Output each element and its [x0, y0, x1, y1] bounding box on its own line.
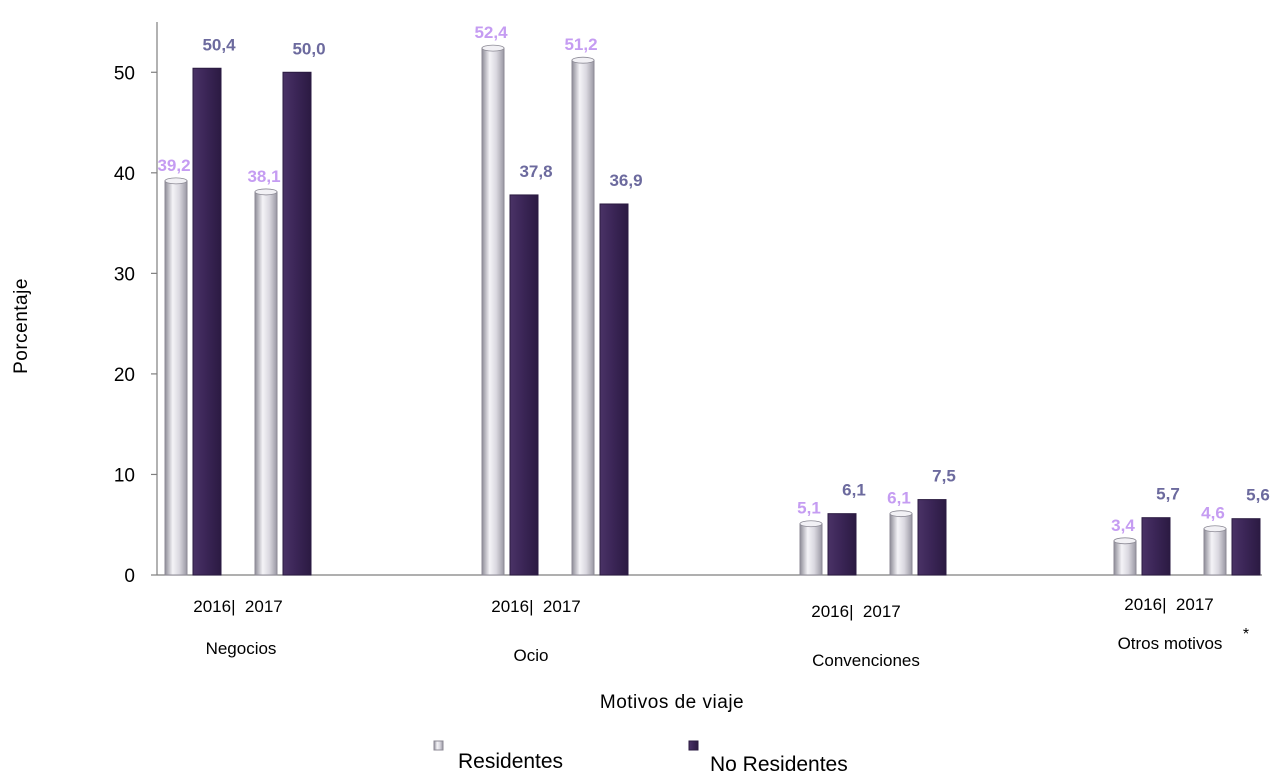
- x-axis-title: Motivos de viaje: [600, 692, 744, 713]
- bar-no-residentes: [282, 71, 312, 576]
- y-tick-label: 10: [114, 465, 135, 486]
- bar-no-residentes: [599, 203, 629, 576]
- data-label-residentes: 4,6: [1201, 504, 1225, 523]
- y-tick-label: 40: [114, 164, 135, 185]
- category-label: Otros motivos: [1118, 634, 1223, 653]
- y-tick-label: 20: [114, 365, 135, 386]
- y-tick-label: 0: [124, 566, 135, 587]
- axes: 0 10 20 30 40 50: [114, 22, 1262, 587]
- bar-no-residentes: [1141, 517, 1171, 576]
- data-labels: 39,2 50,4 38,1 50,0 52,4 37,8 51,2 36,9 5,1 6,1 6,…: [157, 23, 1269, 535]
- legend-swatch-no-residentes: [688, 740, 699, 751]
- year-tick-label: 2016| 2017: [193, 597, 283, 616]
- data-label-no-residentes: 6,1: [842, 481, 866, 500]
- data-label-residentes: 6,1: [887, 489, 911, 508]
- data-label-no-residentes: 7,5: [932, 467, 956, 486]
- bar-residentes-cap: [889, 510, 913, 518]
- year-tick-label: 2016| 2017: [1124, 595, 1214, 614]
- bar-no-residentes: [827, 513, 857, 576]
- legend-item-residentes[interactable]: Residentes: [433, 740, 563, 773]
- y-tick-label: 50: [114, 63, 135, 84]
- data-label-no-residentes: 37,8: [519, 162, 552, 181]
- y-tick-label: 30: [114, 264, 135, 285]
- category-label: Negocios: [206, 639, 277, 658]
- data-label-residentes: 5,1: [797, 499, 821, 518]
- data-label-no-residentes: 5,6: [1246, 486, 1270, 505]
- category-label: Ocio: [514, 646, 549, 665]
- bar-residentes: [254, 191, 278, 576]
- data-label-residentes: 3,4: [1111, 516, 1135, 535]
- bar-residentes-cap: [164, 177, 188, 185]
- category-footnote-asterisk: *: [1243, 626, 1249, 643]
- bar-residentes-cap: [1113, 537, 1137, 545]
- bars: [164, 44, 1261, 576]
- data-label-residentes: 51,2: [564, 35, 597, 54]
- legend-label-residentes: Residentes: [458, 750, 563, 773]
- bar-residentes: [1203, 528, 1227, 576]
- legend-item-no-residentes[interactable]: No Residentes: [688, 740, 848, 776]
- bar-no-residentes: [192, 67, 222, 576]
- data-label-residentes: 38,1: [247, 167, 280, 186]
- y-axis-title: Porcentaje: [11, 278, 32, 374]
- category-label: Convenciones: [812, 651, 920, 670]
- bar-residentes-cap: [1203, 525, 1227, 533]
- legend-label-no-residentes: No Residentes: [710, 753, 848, 774]
- data-label-no-residentes: 5,7: [1156, 485, 1180, 504]
- year-tick-label: 2016| 2017: [811, 602, 901, 621]
- bar-residentes-cap: [799, 520, 823, 528]
- data-label-no-residentes: 50,4: [202, 35, 236, 54]
- data-label-no-residentes: 36,9: [609, 171, 642, 190]
- bar-no-residentes: [509, 194, 539, 576]
- year-tick-label: 2016| 2017: [491, 597, 581, 616]
- bar-residentes: [481, 47, 505, 576]
- bar-residentes: [889, 513, 913, 576]
- bar-residentes-cap: [571, 56, 595, 64]
- bar-no-residentes: [917, 499, 947, 576]
- legend-swatch-residentes: [433, 740, 444, 751]
- bar-no-residentes: [1231, 518, 1261, 576]
- data-label-residentes: 39,2: [157, 156, 190, 175]
- bar-residentes-cap: [254, 188, 278, 196]
- bar-residentes: [799, 523, 823, 576]
- bar-residentes: [571, 59, 595, 576]
- legend: Residentes No Residentes: [433, 740, 848, 776]
- bar-residentes: [1113, 540, 1137, 576]
- bar-residentes-cap: [481, 44, 505, 52]
- x-axis-labels: 2016| 2017 Negocios 2016| 2017 Ocio 2016| 20…: [193, 595, 1249, 670]
- data-label-residentes: 52,4: [474, 23, 508, 42]
- data-label-no-residentes: 50,0: [292, 39, 325, 58]
- bar-residentes: [164, 180, 188, 576]
